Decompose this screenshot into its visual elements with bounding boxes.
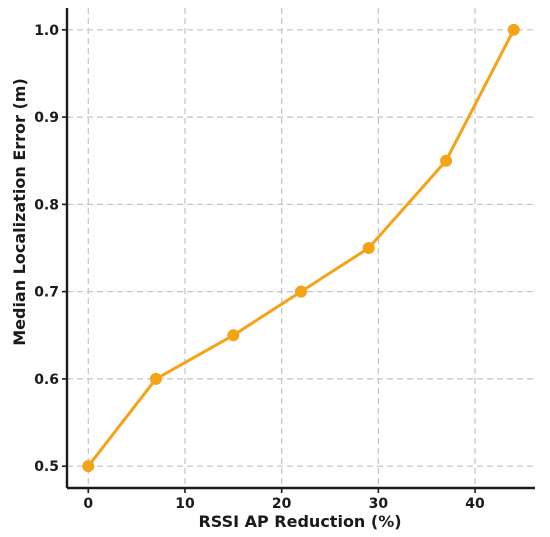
y-tick-label: 0.8	[34, 197, 59, 213]
data-point	[82, 460, 95, 473]
x-tick-label: 10	[175, 496, 195, 512]
tick-labels: 0 10 20 30 40 0.5 0.6 0.7 0.8 0.9 1.0	[34, 23, 485, 512]
data-point	[440, 154, 453, 167]
axes	[62, 8, 535, 493]
y-axis-title: Median Localization Error (m)	[10, 78, 29, 346]
y-tick-label: 0.6	[34, 372, 59, 388]
x-tick-label: 0	[83, 496, 93, 512]
y-tick-label: 0.5	[34, 459, 59, 475]
y-tick-label: 0.9	[34, 110, 59, 126]
data-point	[227, 329, 240, 342]
x-axis-title: RSSI AP Reduction (%)	[198, 512, 401, 531]
grid	[67, 8, 535, 488]
series-layer	[82, 23, 520, 473]
x-tick-label: 40	[465, 496, 485, 512]
x-tick-label: 20	[272, 496, 292, 512]
data-point	[149, 372, 162, 385]
y-tick-label: 0.7	[34, 285, 59, 301]
data-point	[295, 285, 307, 298]
data-point	[362, 242, 375, 254]
series-line	[86, 28, 516, 468]
data-point	[507, 23, 520, 36]
x-tick-label: 30	[369, 496, 389, 512]
y-tick-label: 1.0	[34, 23, 59, 39]
